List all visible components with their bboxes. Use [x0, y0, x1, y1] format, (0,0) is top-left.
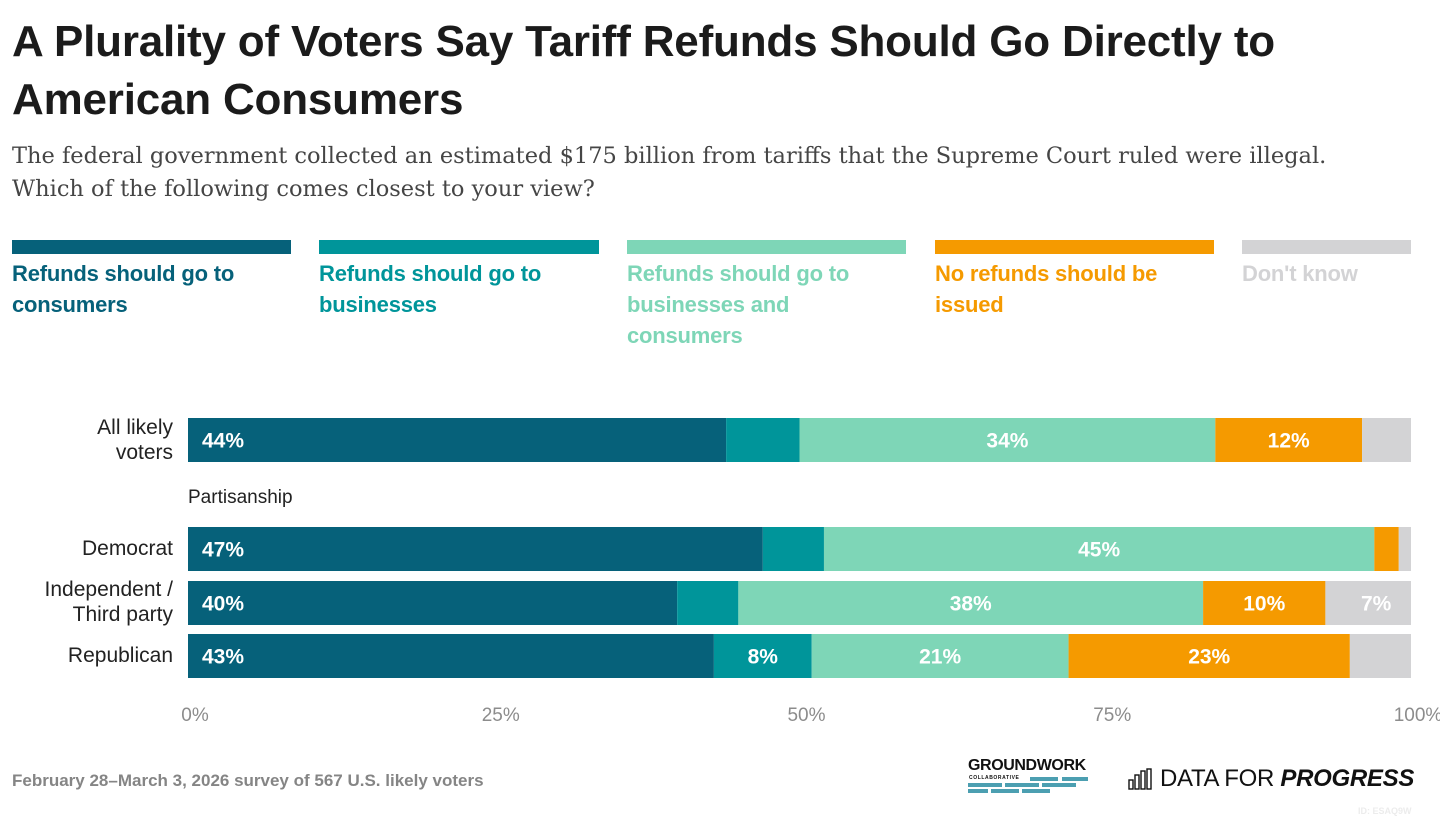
subtitle-line: The federal government collected an esti… — [12, 143, 1327, 169]
legend-item-consumers: Refunds should go to consumers — [12, 240, 291, 320]
data-label: 47% — [202, 539, 244, 562]
dfp-wordmark: DATA FOR PROGRESS — [1160, 764, 1414, 794]
groundwork-collaborative-logo: GROUNDWORK COLLABORATIVE — [968, 758, 1094, 798]
legend-swatch — [935, 240, 1214, 254]
logo-brick — [991, 789, 1019, 793]
x-tick-label: 75% — [1093, 705, 1132, 726]
data-label: 8% — [748, 646, 779, 669]
legend-label: Refunds should go to consumers — [12, 261, 235, 317]
logo-brick — [968, 789, 988, 793]
survey-note: February 28–March 3, 2026 survey of 567 … — [12, 771, 484, 790]
bar-row-republican: 43% 8% 21% 23% — [188, 634, 1411, 678]
bar-segment-refunds-should-go-to-consumers — [188, 581, 678, 625]
x-tick-label: 50% — [787, 705, 826, 726]
group-label-partisanship: Partisanship — [188, 487, 293, 508]
data-label: 23% — [1188, 646, 1230, 669]
chart-subtitle: The federal government collected an esti… — [12, 140, 1326, 206]
bar-row-all-likely-voters: 44% 34% 12% — [188, 418, 1411, 462]
legend-label: Refunds should go to businesses and cons… — [627, 261, 850, 348]
bar-chart-icon — [1128, 768, 1152, 790]
logo-brick — [968, 783, 1002, 787]
logo-brick — [1042, 783, 1076, 787]
data-label: 43% — [202, 646, 244, 669]
bar-segment-refunds-should-go-to-businesses — [677, 581, 739, 625]
bar-row-independent-third-party: 40% 38% 10% 7% — [188, 581, 1411, 625]
bar-segment-no-refunds-should-be-issued — [1374, 527, 1399, 571]
bar-segment-refunds-should-go-to-consumers — [188, 418, 727, 462]
bar-segment-don-t-know — [1325, 581, 1411, 625]
x-tick-label: 25% — [481, 705, 520, 726]
bar-segment-don-t-know — [1362, 418, 1411, 462]
data-label: 10% — [1243, 593, 1285, 616]
legend-label: Refunds should go to businesses — [319, 261, 542, 317]
legend-label: Don't know — [1242, 261, 1358, 286]
x-tick-label: 100% — [1393, 705, 1440, 726]
groundwork-wordmark: GROUNDWORK — [968, 757, 1086, 774]
row-label-independent: Independent / Third party — [44, 578, 173, 626]
bar-segment-don-t-know — [1349, 634, 1411, 678]
data-label: 7% — [1361, 593, 1392, 616]
legend-item-dont-know: Don't know — [1242, 240, 1411, 289]
data-label: 12% — [1268, 430, 1310, 453]
chart-id: ID: ESAQ9W — [1358, 806, 1412, 816]
legend-item-businesses: Refunds should go to businesses — [319, 240, 599, 320]
legend-label: No refunds should be issued — [935, 261, 1158, 317]
bar-segment-refunds-should-go-to-consumers — [188, 527, 763, 571]
row-label-all-likely-voters: All likely voters — [97, 416, 173, 464]
bar-segment-no-refunds-should-be-issued — [1215, 418, 1363, 462]
row-label-republican: Republican — [67, 644, 173, 667]
legend-swatch — [12, 240, 291, 254]
data-label: 40% — [202, 593, 244, 616]
dfp-wordmark-bold: PROGRESS — [1280, 765, 1415, 792]
dfp-wordmark-light: DATA FOR — [1160, 765, 1281, 792]
row-label-democrat: Democrat — [81, 537, 173, 560]
groundwork-subtitle: COLLABORATIVE — [969, 775, 1020, 781]
bar-segment-no-refunds-should-be-issued — [1203, 581, 1326, 625]
chart-title: A Plurality of Voters Say Tariff Refunds… — [12, 17, 1275, 124]
bar-segment-refunds-should-go-to-businesses-and-consumers — [799, 418, 1216, 462]
bar-segment-refunds-should-go-to-businesses-and-consumers — [811, 634, 1069, 678]
x-tick-label: 0% — [181, 705, 209, 726]
logo-brick — [1022, 789, 1050, 793]
legend-swatch — [319, 240, 599, 254]
legend-item-businesses-and-consumers: Refunds should go to businesses and cons… — [627, 240, 906, 351]
legend-swatch — [627, 240, 906, 254]
bar-segment-no-refunds-should-be-issued — [1068, 634, 1350, 678]
data-label: 45% — [1078, 539, 1120, 562]
bar-segment-refunds-should-go-to-consumers — [188, 634, 714, 678]
logo-brick — [1030, 777, 1058, 781]
legend-item-no-refunds: No refunds should be issued — [935, 240, 1214, 320]
bar-segment-don-t-know — [1398, 527, 1411, 571]
data-label: 38% — [950, 593, 992, 616]
data-label: 21% — [919, 646, 961, 669]
bar-segment-refunds-should-go-to-businesses-and-consumers — [738, 581, 1204, 625]
logo-brick — [1062, 777, 1088, 781]
bar-row-democrat: 47% 45% — [188, 527, 1411, 571]
bar-segment-refunds-should-go-to-businesses-and-consumers — [823, 527, 1375, 571]
bar-segment-refunds-should-go-to-businesses — [726, 418, 800, 462]
data-label: 34% — [986, 430, 1028, 453]
subtitle-line: Which of the following comes closest to … — [12, 176, 595, 202]
bar-segment-refunds-should-go-to-businesses — [713, 634, 812, 678]
logo-brick — [1005, 783, 1039, 787]
data-label: 44% — [202, 430, 244, 453]
bar-segment-refunds-should-go-to-businesses — [762, 527, 824, 571]
legend-swatch — [1242, 240, 1411, 254]
